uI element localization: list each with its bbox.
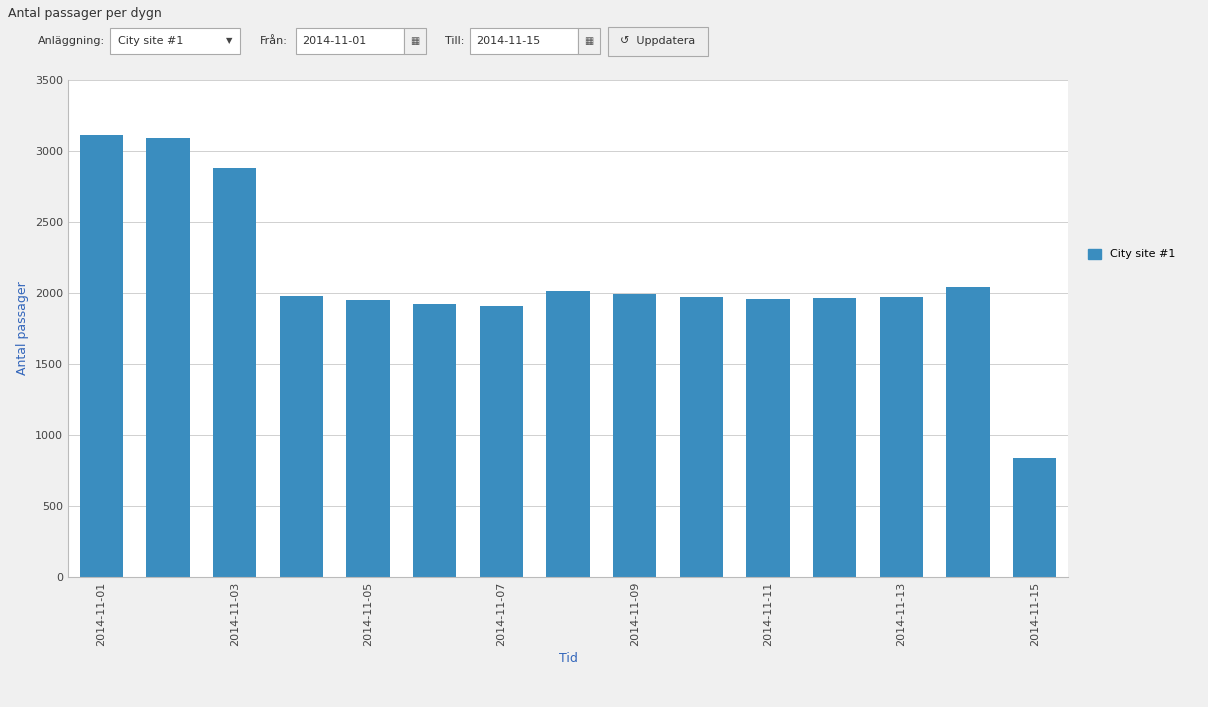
Bar	[747, 298, 790, 577]
Bar	[577, 28, 600, 54]
Bar	[946, 287, 989, 577]
Bar	[680, 297, 724, 577]
Bar	[110, 28, 240, 54]
Bar	[1014, 457, 1056, 577]
Text: Anläggning:: Anläggning:	[37, 36, 105, 46]
Bar	[612, 293, 656, 577]
Bar	[813, 298, 856, 577]
Text: 2014-11-15: 2014-11-15	[476, 36, 540, 46]
Text: 2014-11-01: 2014-11-01	[302, 36, 366, 46]
Bar	[80, 134, 123, 577]
Text: City site #1: City site #1	[118, 36, 184, 46]
Legend: City site #1: City site #1	[1084, 244, 1180, 264]
Bar	[296, 28, 403, 54]
Bar	[470, 28, 577, 54]
Y-axis label: Antal passager: Antal passager	[17, 281, 29, 375]
Bar	[403, 28, 426, 54]
Bar	[546, 291, 590, 577]
Text: Till:: Till:	[445, 36, 464, 46]
Bar	[146, 137, 190, 577]
Text: ▦: ▦	[585, 36, 593, 46]
X-axis label: Tid: Tid	[558, 652, 577, 665]
Text: Antal passager per dygn: Antal passager per dygn	[8, 6, 162, 20]
Bar	[213, 168, 256, 577]
Bar	[280, 296, 323, 577]
Bar	[608, 27, 708, 56]
Bar	[480, 307, 523, 577]
Text: ▼: ▼	[226, 37, 232, 45]
Bar	[413, 304, 457, 577]
Text: ▦: ▦	[411, 36, 419, 46]
Bar	[347, 300, 390, 577]
Text: Från:: Från:	[260, 36, 288, 46]
Text: ↺  Uppdatera: ↺ Uppdatera	[621, 36, 696, 46]
Bar	[879, 296, 923, 577]
